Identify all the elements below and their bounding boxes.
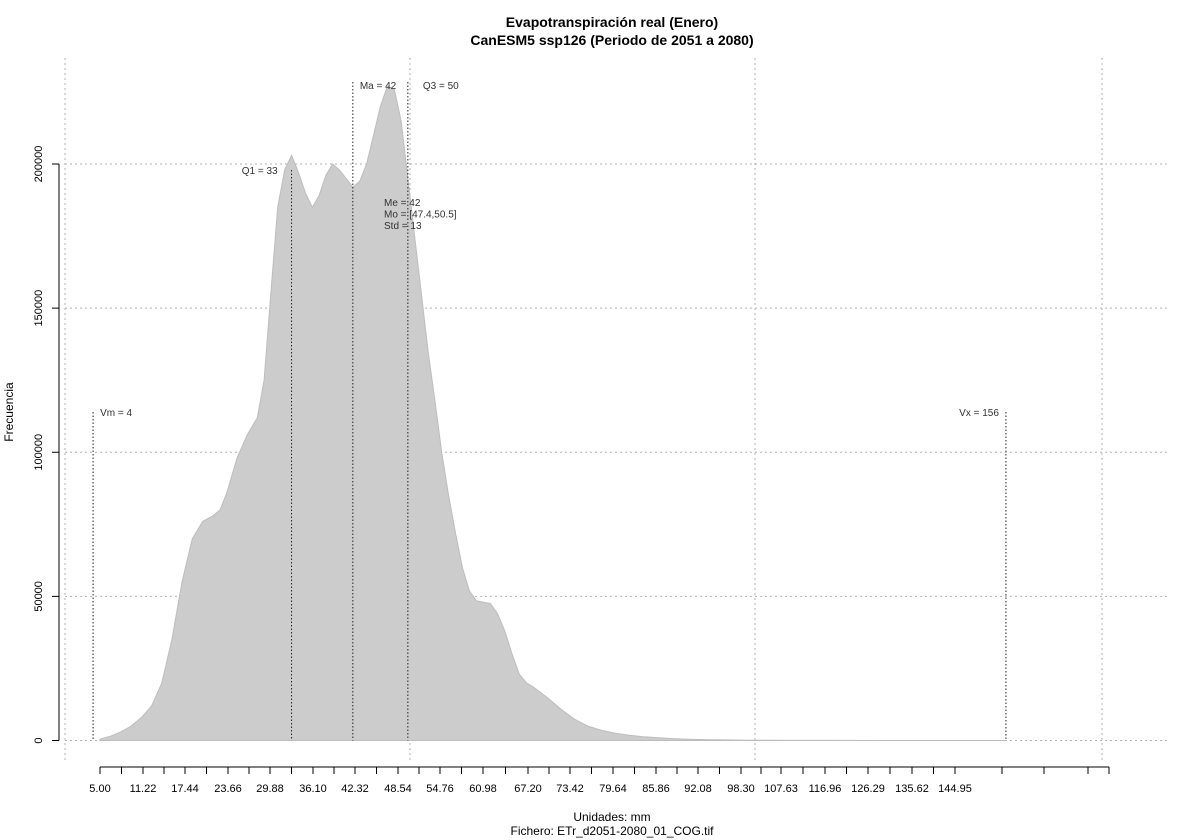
x-tick-label-16: 107.63 xyxy=(764,783,798,795)
x-tick-label-9: 60.98 xyxy=(469,783,497,795)
annotation-vx: Vx = 156 xyxy=(959,408,999,419)
chart-title: Evapotranspiración real (Enero) xyxy=(506,14,718,30)
x-tick-label-17: 116.96 xyxy=(809,783,842,795)
x-tick-label-8: 54.76 xyxy=(426,783,454,795)
stat-markers: Vm = 4 Q1 = 33 Ma = 42 Q3 = 50 Vx = 156 Me = … xyxy=(92,81,1007,741)
x-tick-label-11: 73.42 xyxy=(556,783,584,795)
x-tick-label-4: 29.88 xyxy=(256,783,284,795)
x-tick-label-20: 144.95 xyxy=(938,783,972,795)
y-axis-label: Frecuencia xyxy=(2,382,16,442)
x-tick-label-13: 85.86 xyxy=(642,783,670,795)
x-tick-label-0: 5.00 xyxy=(89,783,110,795)
annotation-q1: Q1 = 33 xyxy=(242,166,278,177)
annotation-mo: Mo = [47.4,50.5] xyxy=(384,210,457,221)
x-tick-label-3: 23.66 xyxy=(214,783,242,795)
x-tick-label-14: 92.08 xyxy=(684,783,712,795)
x-tick-label-15: 98.30 xyxy=(727,783,755,795)
annotation-ma: Ma = 42 xyxy=(360,81,397,92)
y-tick-label-1: 50000 xyxy=(33,581,45,612)
x-tick-label-5: 36.10 xyxy=(299,783,327,795)
footer-filename: Fichero: ETr_d2051-2080_01_COG.tif xyxy=(511,824,715,838)
x-tick-label-10: 67.20 xyxy=(514,783,542,795)
annotation-q3: Q3 = 50 xyxy=(423,81,459,92)
x-axis: 5.00 11.22 17.44 23.66 29.88 36.10 42.32 48.54 5… xyxy=(89,766,1110,795)
y-tick-label-2: 100000 xyxy=(33,434,45,471)
x-tick-label-7: 48.54 xyxy=(384,783,412,795)
y-tick-label-0: 0 xyxy=(33,737,45,743)
chart-subtitle: CanESM5 ssp126 (Periodo de 2051 a 2080) xyxy=(470,32,753,48)
x-tick-label-2: 17.44 xyxy=(171,783,199,795)
annotation-vm: Vm = 4 xyxy=(100,408,132,419)
density-area xyxy=(99,85,1006,741)
x-tick-label-6: 42.32 xyxy=(341,783,369,795)
x-tick-label-12: 79.64 xyxy=(599,783,627,795)
x-tick-label-1: 11.22 xyxy=(130,783,157,795)
y-axis: 0 50000 100000 150000 200000 xyxy=(33,146,60,744)
x-axis-label: Unidades: mm xyxy=(573,810,650,824)
x-tick-label-18: 126.29 xyxy=(851,783,885,795)
x-tick-label-19: 135.62 xyxy=(895,783,929,795)
annotation-me: Me = 42 xyxy=(384,198,421,209)
y-tick-label-3: 150000 xyxy=(33,290,45,327)
annotation-std: Std = 13 xyxy=(384,221,422,232)
y-tick-label-4: 200000 xyxy=(33,146,45,183)
